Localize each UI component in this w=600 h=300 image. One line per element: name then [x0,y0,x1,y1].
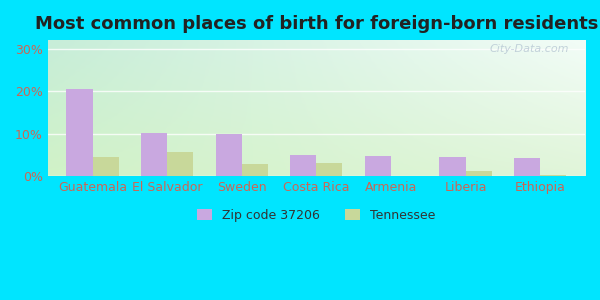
Bar [242,164,268,176]
Bar [167,152,193,176]
Title: Most common places of birth for foreign-born residents: Most common places of birth for foreign-… [35,15,598,33]
Bar [365,156,391,176]
Bar [514,158,540,176]
Bar [67,89,92,176]
Bar [466,171,492,176]
Bar [92,157,119,176]
Bar [439,157,466,176]
Bar [540,175,566,176]
Legend: Zip code 37206, Tennessee: Zip code 37206, Tennessee [192,204,440,227]
Bar [316,164,343,176]
Bar [215,134,242,176]
Bar [290,155,316,176]
Bar [141,133,167,176]
Text: City-Data.com: City-Data.com [490,44,569,54]
